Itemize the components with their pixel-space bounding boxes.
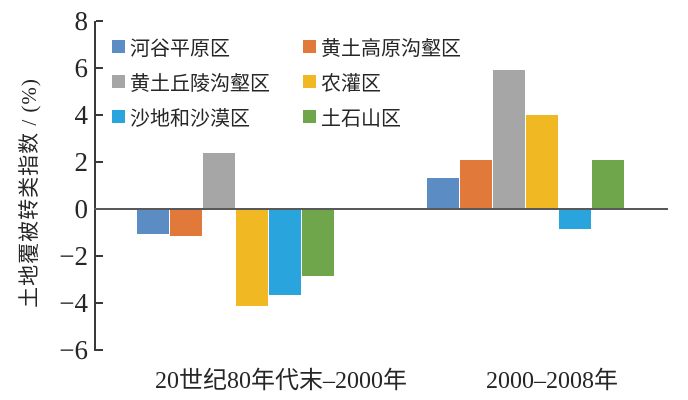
bar-河谷平原区-group2 — [427, 178, 459, 209]
y-tick-label: −6 — [59, 335, 88, 365]
bar-黄土高原沟壑区-group1 — [170, 210, 202, 236]
y-axis-line — [94, 21, 96, 351]
legend-label: 黄土高原沟壑区 — [321, 38, 461, 60]
y-tick-mark — [96, 67, 103, 69]
legend-swatch-icon — [303, 75, 316, 88]
legend-label: 河谷平原区 — [130, 38, 230, 60]
y-tick-label: −4 — [59, 288, 88, 318]
y-tick-mark — [96, 255, 103, 257]
legend-item-黄土高原沟壑区: 黄土高原沟壑区 — [303, 29, 461, 64]
legend-item-农灌区: 农灌区 — [303, 64, 461, 99]
legend-swatch-icon — [112, 75, 125, 88]
bar-黄土丘陵沟壑区-group2 — [493, 70, 525, 209]
legend-label: 沙地和沙漠区 — [130, 108, 250, 130]
legend-swatch-icon — [112, 40, 125, 53]
legend-label: 土石山区 — [321, 108, 401, 130]
x-axis-zero-line — [94, 208, 668, 210]
legend-item-黄土丘陵沟壑区: 黄土丘陵沟壑区 — [112, 64, 303, 99]
y-tick-mark — [96, 161, 103, 163]
bar-沙地和沙漠区-group2 — [559, 210, 591, 229]
y-tick-label: 4 — [74, 100, 89, 130]
y-tick-label: 8 — [74, 6, 89, 36]
y-axis-title: 土地覆被转类指数 / (%) — [17, 78, 41, 308]
y-tick-mark — [96, 349, 103, 351]
x-category-label: 20世纪80年代末–2000年 — [155, 368, 407, 394]
bar-黄土高原沟壑区-group2 — [460, 159, 492, 209]
legend-item-沙地和沙漠区: 沙地和沙漠区 — [112, 99, 303, 134]
legend-label: 农灌区 — [321, 73, 381, 95]
bar-土石山区-group1 — [302, 210, 334, 276]
y-tick-mark — [96, 302, 103, 304]
y-tick-label: −2 — [59, 241, 88, 271]
y-tick-label: 6 — [74, 53, 89, 83]
y-tick-label: 0 — [74, 194, 89, 224]
bar-沙地和沙漠区-group1 — [269, 210, 301, 295]
legend-item-河谷平原区: 河谷平原区 — [112, 29, 303, 64]
legend-swatch-icon — [112, 110, 125, 123]
y-tick-label: 2 — [74, 147, 89, 177]
bar-黄土丘陵沟壑区-group1 — [203, 152, 235, 209]
bar-河谷平原区-group1 — [137, 210, 169, 234]
legend-item-土石山区: 土石山区 — [303, 99, 461, 134]
y-tick-mark — [96, 114, 103, 116]
y-tick-mark — [96, 20, 103, 22]
x-category-label: 2000–2008年 — [486, 368, 618, 394]
bar-土石山区-group2 — [592, 159, 624, 209]
bar-农灌区-group2 — [526, 115, 558, 209]
legend-swatch-icon — [303, 110, 316, 123]
legend-label: 黄土丘陵沟壑区 — [130, 73, 270, 95]
legend-swatch-icon — [303, 40, 316, 53]
legend: 河谷平原区 黄土高原沟壑区黄土丘陵沟壑区 农灌区沙地和沙漠区 土石山区 — [112, 29, 461, 134]
bar-农灌区-group1 — [236, 210, 268, 307]
